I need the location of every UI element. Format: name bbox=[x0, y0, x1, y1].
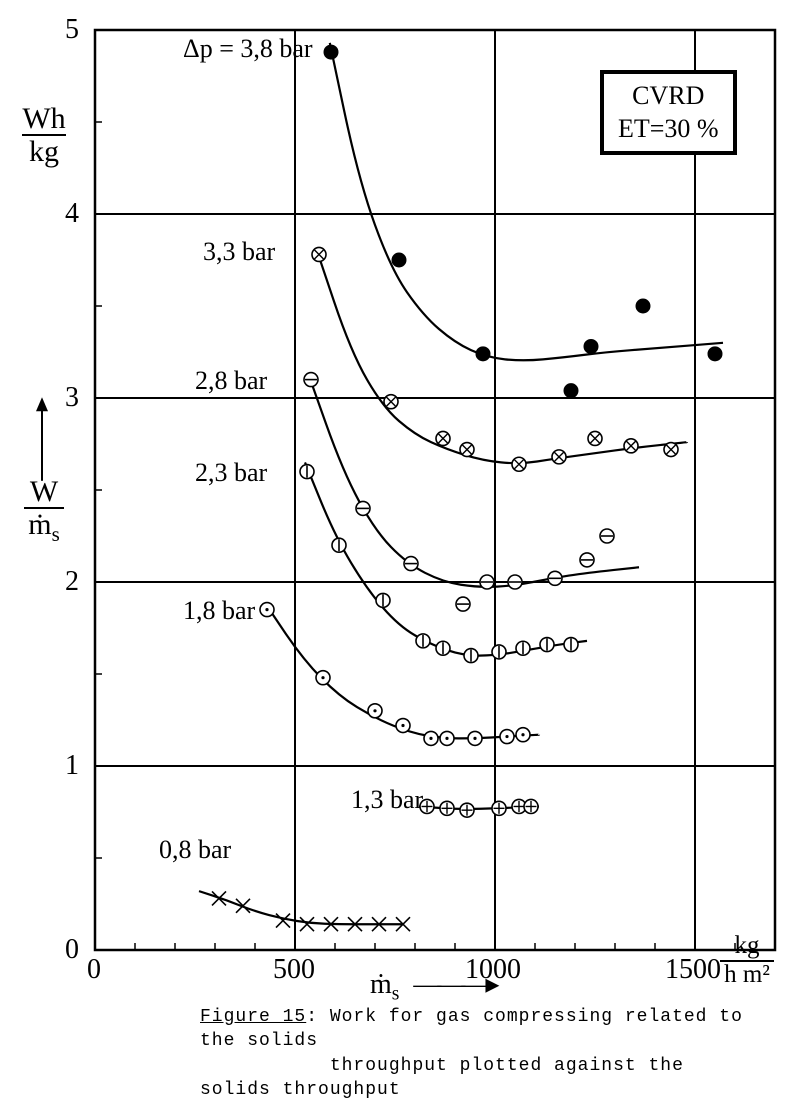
y-axis-symbol: W ṁs bbox=[24, 478, 64, 544]
xtick-0: 0 bbox=[87, 954, 101, 986]
xtick-1500: 1500 bbox=[665, 954, 721, 986]
y-unit-bot: kg bbox=[22, 138, 66, 165]
ytick-5: 5 bbox=[65, 14, 79, 46]
xtick-1000: 1000 bbox=[465, 954, 521, 986]
caption-text2: throughput plotted against the solids th… bbox=[200, 1056, 684, 1100]
figure-caption: Figure 15: Work for gas compressing rela… bbox=[200, 1005, 760, 1102]
series-label-p18: 1,8 bar bbox=[183, 596, 255, 626]
caption-fignum: Figure 15 bbox=[200, 1007, 306, 1027]
series-label-p08: 0,8 bar bbox=[159, 835, 231, 865]
legend-line1: CVRD bbox=[618, 80, 719, 113]
ytick-3: 3 bbox=[65, 382, 79, 414]
y-sym-bot: ṁs bbox=[24, 511, 64, 544]
x-unit-bot: h m² bbox=[720, 964, 774, 987]
series-label-p13: 1,3 bar bbox=[351, 785, 423, 815]
x-unit: kg h m² bbox=[720, 935, 774, 986]
y-unit-top: Wh bbox=[22, 105, 66, 132]
legend-line2: ET=30 % bbox=[618, 113, 719, 146]
series-curve-p33 bbox=[317, 251, 687, 463]
ytick-2: 2 bbox=[65, 566, 79, 598]
ytick-0: 0 bbox=[65, 934, 79, 966]
legend-box: CVRD ET=30 % bbox=[600, 70, 737, 155]
ytick-4: 4 bbox=[65, 198, 79, 230]
y-sym-top: W bbox=[24, 478, 64, 505]
xtick-500: 500 bbox=[273, 954, 315, 986]
series-label-p38: Δp = 3,8 bar bbox=[183, 34, 313, 64]
y-unit-upper: Wh kg bbox=[22, 105, 66, 165]
ytick-1: 1 bbox=[65, 750, 79, 782]
series-label-p28: 2,8 bar bbox=[195, 366, 267, 396]
series-label-p33: 3,3 bar bbox=[203, 237, 275, 267]
x-unit-top: kg bbox=[720, 935, 774, 958]
series-curve-p23 bbox=[305, 462, 587, 655]
series-label-p23: 2,3 bar bbox=[195, 458, 267, 488]
